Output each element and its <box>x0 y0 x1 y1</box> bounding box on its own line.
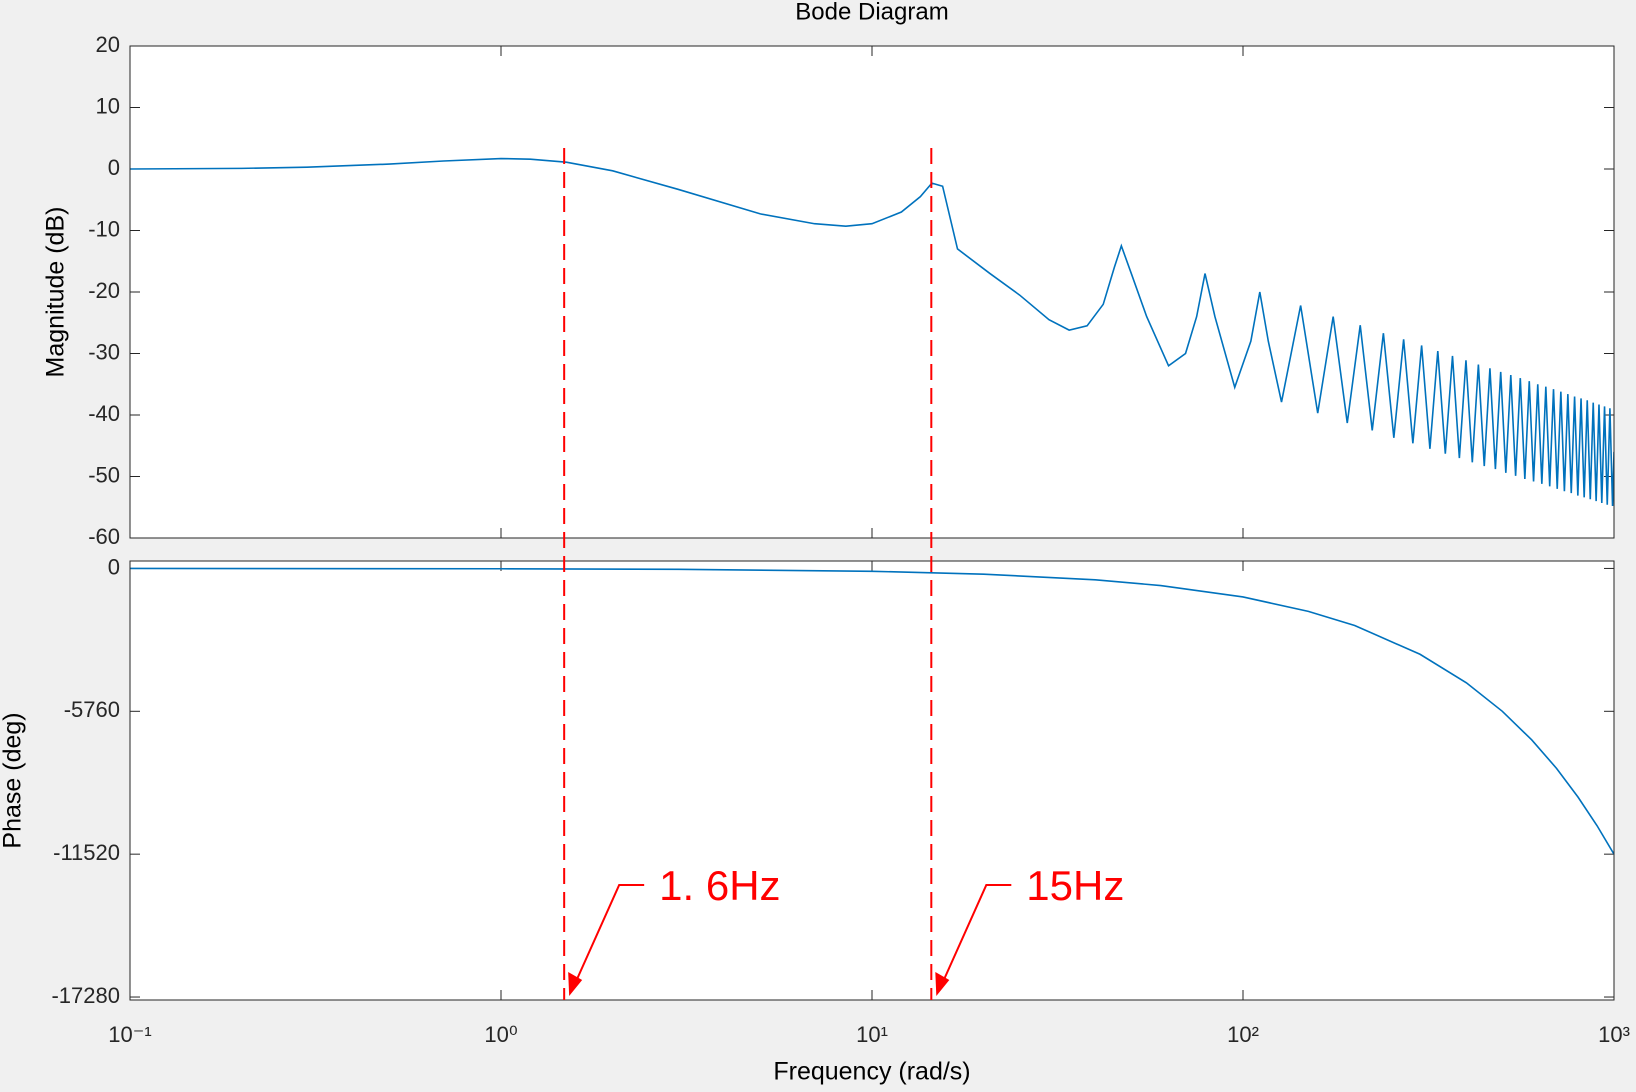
marker-arrowhead <box>935 972 950 996</box>
marker-arrow <box>938 884 1012 991</box>
axes-box <box>129 45 1615 539</box>
marker-arrow <box>571 884 645 991</box>
x-axis-label: Frequency (rad/s) <box>773 1058 970 1086</box>
x-tick-label: 10² <box>1227 1022 1259 1047</box>
y-tick-label: -10 <box>88 216 120 241</box>
y-tick-label: 10 <box>96 93 120 118</box>
marker-arrowhead <box>568 972 583 996</box>
chart-title: Bode Diagram <box>795 0 948 25</box>
plot-area <box>130 561 1614 1000</box>
x-tick-label: 10¹ <box>856 1022 888 1047</box>
y-tick-label: -11520 <box>53 840 120 865</box>
marker-label: 15Hz <box>1026 862 1124 909</box>
axes-box <box>129 560 1615 1001</box>
y-tick-label: -17280 <box>51 983 120 1008</box>
y-axis-label: Magnitude (dB) <box>42 207 70 378</box>
data-line <box>130 157 1614 507</box>
plot-clip <box>130 567 1614 855</box>
data-line <box>130 567 1614 855</box>
y-tick-label: -30 <box>88 339 120 364</box>
marker-label: 1. 6Hz <box>659 862 780 909</box>
y-tick-label: 20 <box>96 32 120 57</box>
y-tick-label: -40 <box>88 401 120 426</box>
y-axis-label: Phase (deg) <box>0 712 27 848</box>
plot-clip <box>130 157 1614 507</box>
x-tick-label: 10⁻¹ <box>108 1022 151 1047</box>
x-tick-label: 10³ <box>1598 1022 1630 1047</box>
y-tick-label: 0 <box>108 155 120 180</box>
y-tick-label: 0 <box>108 554 120 579</box>
y-tick-label: -20 <box>88 278 120 303</box>
y-tick-label: -5760 <box>64 697 120 722</box>
plot-area <box>130 46 1614 538</box>
x-tick-label: 10⁰ <box>484 1022 517 1047</box>
y-tick-label: -60 <box>88 524 120 549</box>
y-tick-label: -50 <box>88 462 120 487</box>
